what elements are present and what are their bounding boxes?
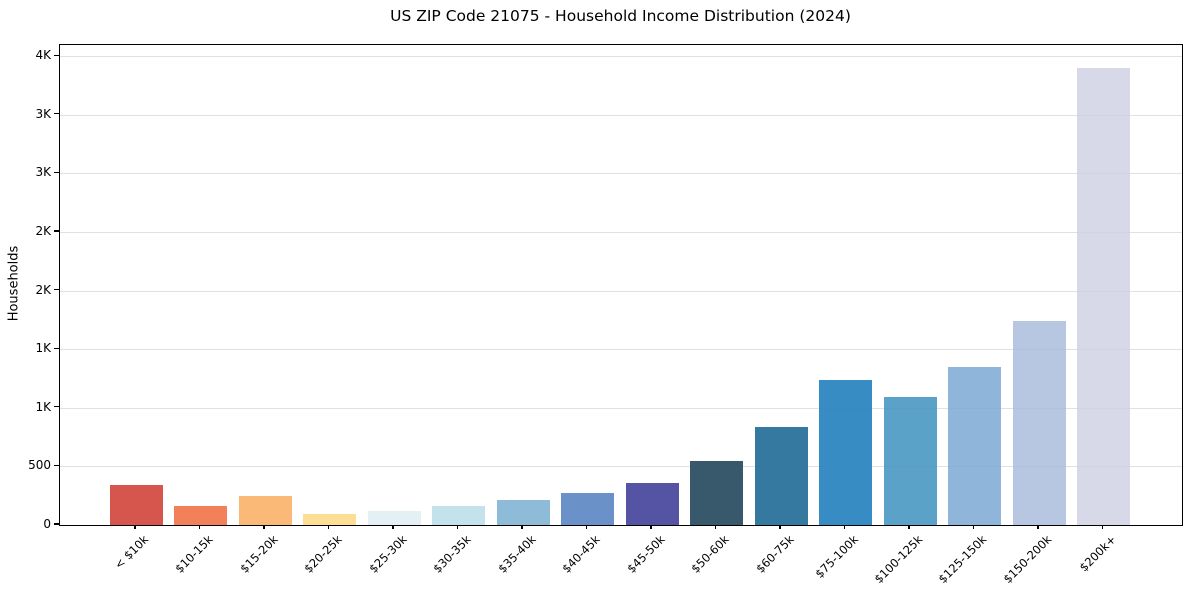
bar-150-200k [1012,321,1066,525]
x-tick-mark-16 [1101,524,1104,529]
y-tick-label-4000: 4K [35,48,51,63]
y-tick-mark-0 [54,523,59,525]
x-tick-label-45-50k: $45-50k [623,532,668,576]
gridline-overlay-2500 [60,231,1182,233]
x-tick-mark-4 [327,524,330,529]
x-tick-mark-9 [650,524,652,529]
x-tick-mark-3 [263,524,265,529]
y-tick-label-3500: 3K [35,106,51,121]
x-tick-label-10k: < $10k [111,532,152,572]
y-tick-mark-2000 [54,288,59,291]
plot-area [59,44,1183,526]
gridline-overlay-2000 [60,290,1182,292]
x-tick-mark-1 [134,524,136,529]
bar-35-40k [496,500,550,525]
bar-125-150k [948,366,1001,525]
gridline-500 [60,466,1182,468]
gridline-overlay-3500 [60,114,1182,116]
x-tick-mark-15 [1037,524,1039,529]
gridline-3000 [60,173,1182,175]
bar-40-45k [561,493,614,525]
x-tick-label-75-100k: $75-100k [812,532,861,581]
x-tick-label-125-150k: $125-150k [935,532,990,587]
x-tick-label-25-30k: $25-30k [365,532,410,576]
y-tick-label-2500: 2K [35,223,51,238]
y-tick-label-1000: 1K [35,399,51,414]
x-tick-mark-14 [972,524,975,529]
x-tick-label-35-40k: $35-40k [494,532,539,576]
x-tick-label-10-15k: $10-15k [172,532,216,576]
bar-50-60k [690,460,743,525]
x-tick-label-15-20k: $15-20k [236,532,281,576]
x-tick-mark-12 [843,524,846,529]
gridline-overlay-1000 [60,407,1182,409]
y-tick-label-2000: 2K [35,282,51,297]
x-tick-label-30-35k: $30-35k [430,532,474,576]
x-tick-label-20-25k: $20-25k [301,532,345,576]
bar-15-20k [238,496,292,525]
bar-200k+ [1077,67,1130,525]
gridline-overlay-500 [60,466,1182,468]
gridline-2500 [60,231,1182,233]
gridline-overlay-3000 [60,173,1182,175]
y-tick-mark-1000 [54,406,59,408]
x-tick-mark-5 [392,524,394,529]
x-tick-mark-8 [585,524,588,529]
bar-10k [109,485,163,525]
bar-75-100k [819,379,872,525]
bar-30-35k [432,505,485,525]
y-tick-label-500: 500 [28,458,51,473]
gridline-4000 [60,56,1182,58]
x-tick-mark-2 [198,524,201,529]
x-tick-mark-6 [456,524,459,529]
y-tick-mark-500 [54,464,59,466]
x-tick-mark-7 [521,524,523,529]
gridline-overlay-4000 [60,56,1182,58]
x-tick-mark-10 [714,524,717,529]
bar-20-25k [303,513,356,525]
y-tick-label-0: 0 [43,517,51,531]
x-tick-mark-11 [779,524,781,529]
gridline-3500 [60,114,1182,116]
chart-title: US ZIP Code 21075 - Household Income Dis… [390,7,851,25]
gridline-1500 [60,349,1182,351]
y-tick-mark-2500 [54,230,59,232]
y-tick-mark-4000 [54,54,59,56]
gridline-1000 [60,407,1182,409]
y-tick-label-3000: 3K [35,165,51,180]
bar-10-15k [174,506,227,525]
bar-60-75k [754,426,808,525]
x-tick-mark-13 [908,524,910,529]
bar-45-50k [625,483,679,525]
gridline-2000 [60,290,1182,292]
y-tick-mark-3500 [54,113,59,115]
bar-25-30k [367,510,421,525]
y-tick-label-1500: 1K [35,341,51,356]
bar-100-125k [883,397,937,525]
x-tick-label-40-45k: $40-45k [559,532,603,576]
x-tick-label-100-125k: $100-125k [871,532,926,587]
x-tick-label-200k+: $200k+ [1076,532,1119,575]
x-tick-label-60-75k: $60-75k [752,532,797,576]
x-tick-label-150-200k: $150-200k [1000,532,1055,587]
y-tick-mark-3000 [54,171,59,173]
x-tick-label-50-60k: $50-60k [688,532,732,576]
y-tick-mark-1500 [54,347,59,349]
gridline-overlay-1500 [60,349,1182,351]
